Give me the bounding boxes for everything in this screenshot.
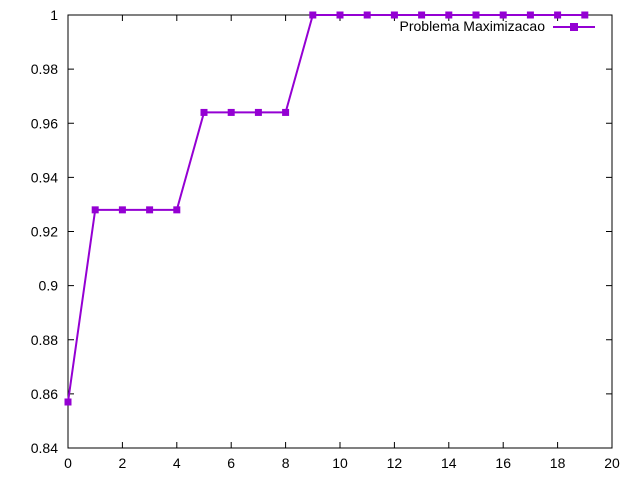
data-point-marker [336,11,344,19]
plot-frame [67,14,613,449]
data-point-marker [254,108,262,116]
x-tick-label: 0 [64,455,72,471]
x-tick-label: 16 [495,455,511,471]
data-point-marker [526,11,534,19]
data-point-marker [363,11,371,19]
data-point-marker [445,11,453,19]
y-tick-label: 1 [50,7,58,23]
data-point-marker [146,206,154,214]
x-tick-label: 4 [173,455,181,471]
y-tick-label: 0.92 [31,224,58,240]
data-point-marker [64,398,72,406]
data-point-marker [309,11,317,19]
y-tick-label: 0.88 [31,332,58,348]
x-tick-label: 18 [550,455,566,471]
x-tick-label: 14 [441,455,457,471]
x-tick-label: 6 [227,455,235,471]
x-tick-label: 2 [119,455,127,471]
y-axis: 0.84 0.86 0.88 0.9 0.92 0.94 0.96 0.98 1 [31,7,612,456]
data-point-marker [499,11,507,19]
legend-label: Problema Maximizacao [400,18,546,34]
series-layer [64,11,589,406]
y-tick-label: 0.98 [31,61,58,77]
y-tick-label: 0.9 [39,278,59,294]
y-tick-label: 0.96 [31,115,58,131]
x-tick-label: 8 [282,455,290,471]
x-tick-label: 20 [604,455,620,471]
data-point-marker [418,11,426,19]
data-point-marker [472,11,480,19]
data-point-marker [227,108,235,116]
series-line [67,14,585,403]
data-point-marker [554,11,562,19]
legend: Problema Maximizacao [400,18,595,34]
data-point-marker [118,206,126,214]
data-point-marker [390,11,398,19]
x-tick-label: 10 [332,455,348,471]
data-point-marker [282,108,290,116]
legend-marker-swatch [570,23,578,31]
data-point-marker [173,206,181,214]
y-tick-label: 0.94 [31,169,58,185]
data-point-marker [581,11,589,19]
data-point-marker [200,108,208,116]
x-tick-label: 12 [387,455,403,471]
y-tick-label: 0.86 [31,386,58,402]
y-tick-label: 0.84 [31,440,58,456]
data-point-marker [91,206,99,214]
x-axis: 0 2 4 6 8 10 12 14 16 18 20 [64,15,620,471]
